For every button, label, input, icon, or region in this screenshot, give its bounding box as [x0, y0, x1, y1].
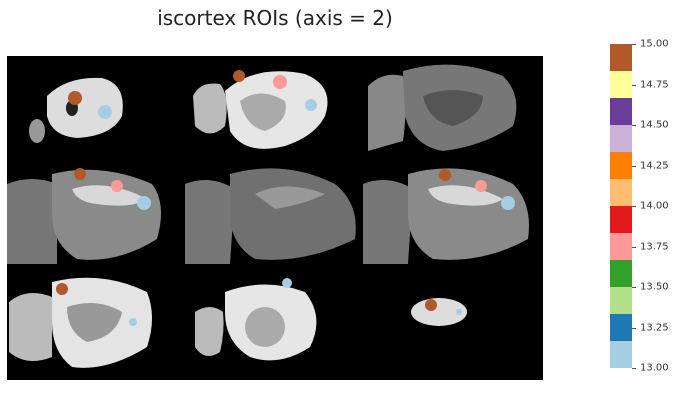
colorbar-segment — [610, 260, 632, 287]
slice-7 — [7, 272, 185, 380]
roi-marker-lightblue — [501, 196, 515, 210]
roi-marker-lightblue — [305, 99, 317, 111]
slice-1 — [7, 56, 185, 164]
colorbar-segment — [610, 179, 632, 206]
colorbar-tick-label: 14.00 — [640, 200, 669, 212]
colorbar-segment — [610, 233, 632, 260]
roi-marker-lightblue — [129, 318, 137, 326]
roi-marker-lightblue — [456, 309, 462, 315]
roi-marker-pink — [111, 180, 123, 192]
slice-3 — [363, 56, 541, 164]
roi-marker-brown — [233, 70, 245, 82]
colorbar-segment — [610, 125, 632, 152]
roi-marker-brown — [56, 283, 68, 295]
roi-marker-brown — [439, 169, 451, 181]
slice-4 — [7, 164, 185, 272]
colorbar-tick-mark — [632, 165, 636, 167]
colorbar — [610, 44, 632, 368]
colorbar-segment — [610, 341, 632, 368]
brain-slices-panel — [7, 56, 543, 380]
colorbar-tick-mark — [632, 246, 636, 248]
colorbar-tick-mark — [632, 206, 636, 207]
roi-marker-pink — [475, 180, 487, 192]
colorbar-tick-mark — [632, 84, 636, 86]
colorbar-segment — [610, 152, 632, 179]
colorbar-tick-mark — [632, 287, 636, 288]
colorbar-segment — [610, 287, 632, 314]
figure-title: iscortex ROIs (axis = 2) — [157, 6, 393, 30]
colorbar-tick-label: 15.00 — [640, 38, 669, 50]
colorbar-segment — [610, 44, 632, 71]
roi-marker-brown — [74, 168, 86, 180]
colorbar-tick-mark — [632, 368, 636, 369]
roi-marker-lightblue — [282, 278, 292, 288]
colorbar-tick-label: 13.50 — [640, 281, 669, 293]
slice-9 — [363, 272, 541, 380]
roi-marker-pink — [273, 75, 287, 89]
colorbar-tick-label: 14.75 — [640, 79, 669, 90]
colorbar-tick-label: 14.25 — [640, 160, 669, 171]
colorbar-segment — [610, 71, 632, 98]
colorbar-tick-mark — [632, 125, 636, 126]
colorbar-tick-mark — [632, 44, 636, 45]
roi-marker-brown — [425, 299, 437, 311]
colorbar-tick-label: 13.25 — [640, 322, 669, 333]
roi-marker-lightblue — [98, 105, 112, 119]
slice-6 — [363, 164, 541, 272]
colorbar-segment — [610, 206, 632, 233]
slice-8 — [185, 272, 363, 380]
roi-marker-brown — [68, 91, 82, 105]
slice-2 — [185, 56, 363, 164]
colorbar-segment — [610, 314, 632, 341]
colorbar-segment — [610, 98, 632, 125]
roi-marker-lightblue — [137, 196, 151, 210]
colorbar-tick-mark — [632, 327, 636, 329]
slice-5 — [185, 164, 363, 272]
colorbar-tick-label: 14.50 — [640, 119, 669, 131]
colorbar-tick-label: 13.00 — [640, 362, 669, 374]
colorbar-tick-label: 13.75 — [640, 241, 669, 252]
